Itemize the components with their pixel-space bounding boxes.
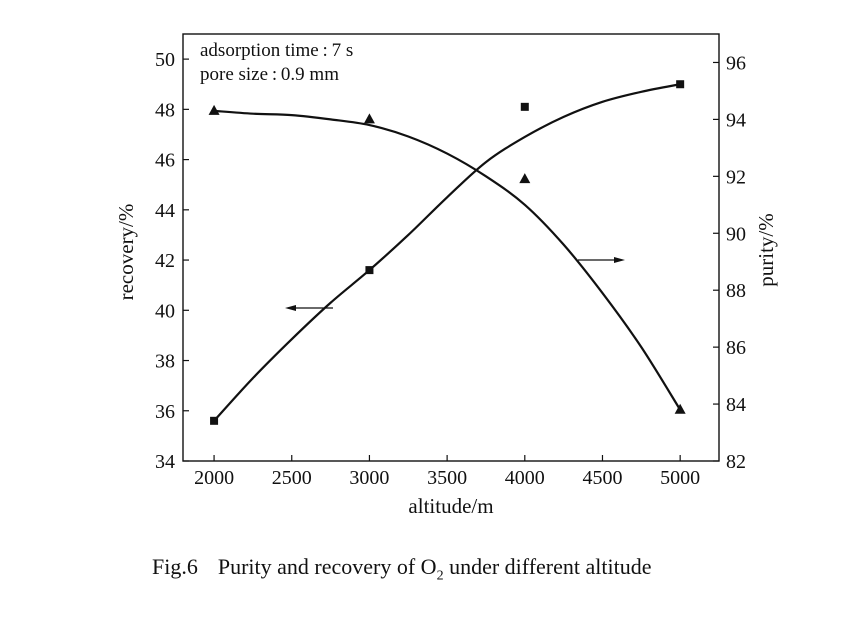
caption-text-end: under different altitude (443, 554, 652, 579)
x-tick-label-5000: 5000 (660, 467, 700, 489)
left-tick-label-48: 48 (155, 99, 175, 121)
left-tick-label-46: 46 (155, 150, 175, 172)
annotation-pore-size: pore size : 0.9 mm (200, 64, 339, 85)
left-tick-label-50: 50 (155, 49, 175, 71)
recovery-axis-arrow (285, 305, 333, 311)
left-tick-label-40: 40 (155, 300, 175, 322)
x-tick-label-3000: 3000 (349, 467, 389, 489)
x-tick-label-2000: 2000 (194, 467, 234, 489)
x-tick-label-2500: 2500 (272, 467, 312, 489)
annotation-adsorption-time: adsorption time : 7 s (200, 40, 353, 61)
right-tick-label-82: 82 (726, 451, 746, 473)
left-tick-label-44: 44 (155, 200, 175, 222)
recovery-point-2000 (210, 416, 219, 425)
x-tick-label-4500: 4500 (582, 467, 622, 489)
purity-point-3000 (363, 113, 375, 124)
x-tick-label-3500: 3500 (427, 467, 467, 489)
caption-subscript: 2 (436, 568, 444, 584)
right-axis-label: purity/% (754, 213, 778, 287)
purity-fit-curve (213, 109, 682, 411)
purity-point-2000 (208, 104, 220, 115)
caption-label: Fig.6 (152, 554, 198, 579)
left-tick-label-36: 36 (155, 401, 175, 423)
right-tick-label-88: 88 (726, 280, 746, 302)
recovery-point-4000 (520, 102, 529, 111)
purity-point-5000 (674, 403, 686, 414)
purity-point-4000 (519, 173, 531, 184)
purity-axis-arrow (578, 257, 625, 263)
x-axis-label: altitude/m (408, 494, 493, 518)
right-tick-label-84: 84 (726, 394, 746, 416)
plot-frame (182, 33, 720, 462)
left-tick-label-38: 38 (155, 351, 175, 373)
recovery-fit-curve (213, 83, 681, 422)
right-tick-label-92: 92 (726, 166, 746, 188)
right-tick-label-96: 96 (726, 52, 746, 74)
left-tick-label-34: 34 (155, 451, 175, 473)
recovery-point-3000 (365, 266, 374, 275)
right-tick-label-86: 86 (726, 337, 746, 359)
caption-text: Purity and recovery of O (217, 554, 437, 579)
right-tick-label-90: 90 (726, 223, 746, 245)
figure-caption: Fig.6 Purity and recovery of O2 under dif… (152, 554, 651, 584)
left-tick-label-42: 42 (155, 250, 175, 272)
recovery-point-5000 (676, 80, 685, 89)
x-tick-label-4000: 4000 (505, 467, 545, 489)
left-axis-label: recovery/% (114, 204, 138, 301)
right-tick-label-94: 94 (726, 109, 746, 131)
